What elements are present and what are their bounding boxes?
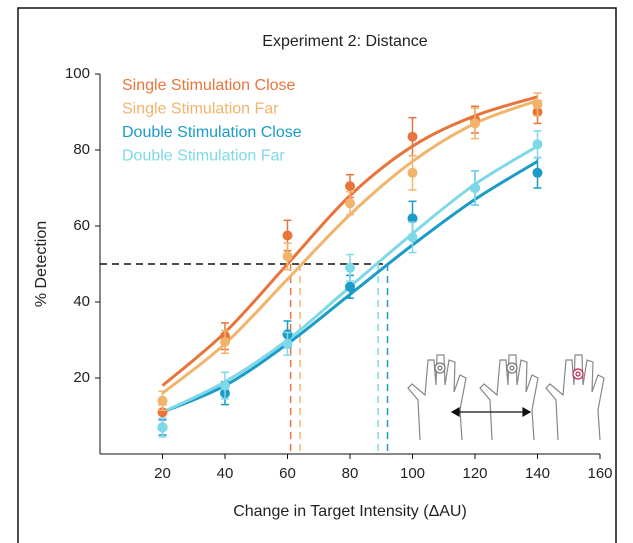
data-point	[345, 281, 355, 292]
y-axis-label: % Detection	[33, 221, 50, 307]
hand	[545, 354, 605, 441]
y-tick-label: 60	[73, 217, 90, 234]
data-point	[470, 183, 480, 193]
data-point	[345, 262, 355, 273]
y-tick-label: 20	[73, 369, 90, 386]
data-point	[532, 99, 543, 110]
data-point	[157, 422, 168, 433]
data-point	[345, 181, 355, 192]
data-point	[282, 338, 293, 349]
x-tick-label: 160	[587, 465, 612, 482]
data-point	[282, 230, 293, 241]
frame	[17, 7, 617, 543]
data-point	[407, 131, 418, 142]
x-axis-label: Change in Target Intensity (ΔAU)	[233, 503, 467, 520]
x-tick-label: 80	[342, 465, 359, 482]
x-tick-label: 140	[525, 465, 550, 482]
legend-entry: Single Stimulation Far	[122, 101, 279, 118]
data-point	[532, 167, 543, 178]
hands-illustration	[407, 354, 605, 441]
x-tick-label: 20	[154, 465, 171, 482]
data-point	[282, 251, 293, 262]
data-point	[407, 213, 418, 224]
stim-marker	[575, 371, 581, 377]
hand	[407, 354, 467, 441]
hand	[479, 354, 539, 441]
x-tick-label: 60	[279, 465, 296, 482]
data-point	[345, 198, 355, 209]
data-point	[407, 167, 418, 178]
y-tick-label: 100	[65, 65, 90, 82]
legend-entry: Double Stimulation Close	[122, 124, 302, 141]
data-point	[470, 118, 480, 129]
y-tick-label: 40	[73, 293, 90, 310]
y-tick-label: 80	[73, 141, 90, 158]
data-point	[157, 395, 168, 406]
fit-curve	[161, 99, 539, 395]
x-tick-label: 100	[400, 465, 425, 482]
arrow-heads	[450, 406, 532, 418]
data-point	[532, 139, 543, 150]
x-tick-label: 120	[462, 465, 487, 482]
x-tick-label: 40	[217, 465, 234, 482]
legend-entry: Double Stimulation Far	[122, 148, 285, 165]
data-point	[220, 336, 230, 347]
data-point	[407, 232, 418, 243]
legend-entry: Single Stimulation Close	[122, 77, 296, 94]
data-point	[220, 380, 230, 391]
stim-marker	[509, 365, 515, 371]
stim-marker	[437, 365, 443, 371]
chart-title: Experiment 2: Distance	[262, 33, 428, 50]
